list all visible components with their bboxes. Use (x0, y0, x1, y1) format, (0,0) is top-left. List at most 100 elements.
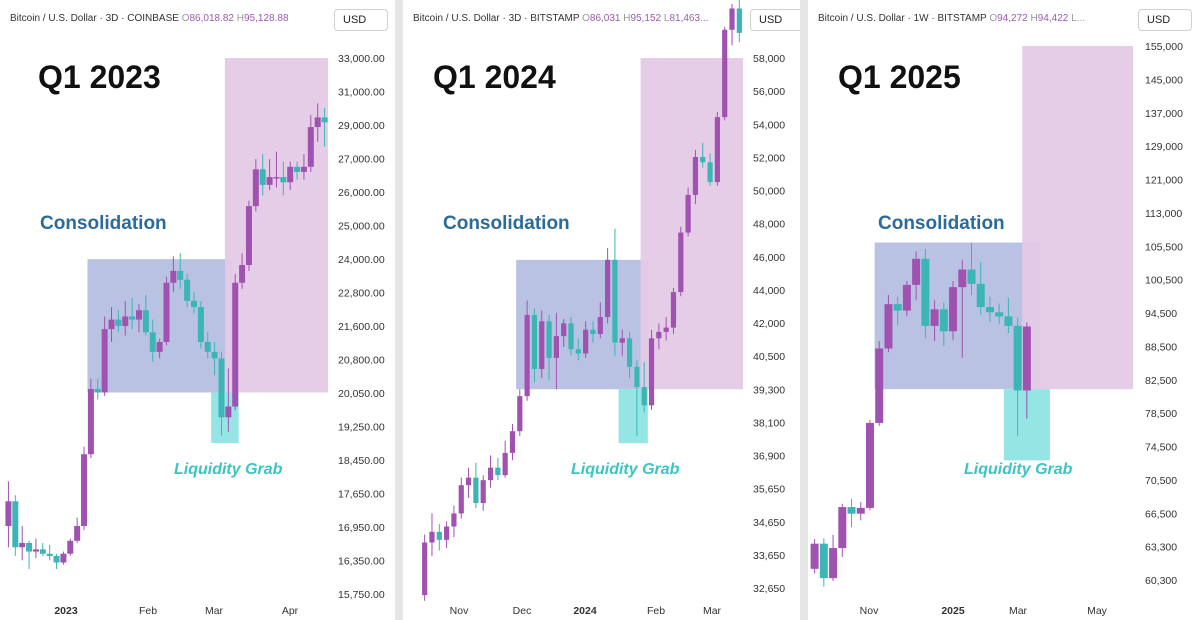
candle (156, 338, 163, 359)
candle (294, 161, 301, 180)
candle (273, 151, 280, 188)
price-tick-label: 48,000 (753, 219, 785, 231)
candle (930, 300, 939, 342)
candle (287, 161, 294, 191)
candle (129, 297, 136, 330)
candle (597, 302, 603, 339)
candle (838, 503, 847, 558)
candle (692, 149, 699, 205)
candle (19, 525, 26, 561)
price-tick-label: 74,500 (1145, 442, 1177, 454)
candle (67, 538, 74, 556)
price-tick-label: 46,000 (753, 252, 785, 264)
candle (707, 153, 713, 186)
candle (656, 323, 662, 350)
price-tick-label: 129,000 (1145, 141, 1183, 153)
candle (480, 475, 486, 511)
candle (307, 115, 314, 172)
candle (921, 248, 930, 338)
price-tick-label: 29,000.00 (338, 120, 385, 132)
candle (1013, 317, 1022, 436)
time-tick-label: 2024 (573, 605, 597, 617)
price-tick-label: 31,000.00 (338, 87, 385, 99)
candle (487, 455, 494, 488)
candle (995, 303, 1004, 325)
time-tick-label: Mar (1009, 605, 1028, 617)
candle (429, 513, 435, 557)
breakout-zone (640, 58, 743, 390)
consolidation-label: Consolidation (878, 213, 1005, 234)
price-tick-label: 33,650 (753, 550, 785, 562)
price-chart: 155,000 145,000 137,000 129,000 121,000 113,0… (810, 41, 1183, 617)
candle (700, 142, 706, 168)
price-tick-label: 63,300 (1145, 542, 1177, 554)
chart-panel-q1-2024: Bitcoin / U.S. Dollar · 3D · BITSTAMP O8… (403, 0, 800, 620)
candle (314, 103, 321, 142)
price-tick-label: 35,650 (753, 484, 785, 496)
candle (245, 200, 252, 271)
price-tick-label: 32,650 (753, 583, 785, 595)
price-tick-label: 24,000.00 (338, 254, 385, 266)
candle (259, 154, 266, 196)
candle (232, 273, 239, 411)
currency-button[interactable]: USD (334, 9, 388, 31)
candle (252, 159, 259, 212)
time-tick-label: Dec (513, 605, 532, 617)
candle (967, 242, 976, 296)
price-tick-label: 60,300 (1145, 575, 1177, 587)
currency-button[interactable]: USD (750, 9, 800, 31)
currency-button[interactable]: USD (1138, 9, 1192, 31)
symbol-label: Bitcoin / U.S. Dollar · 3D · COINBASE (10, 13, 179, 24)
candle (300, 154, 307, 180)
price-tick-label: 17,650.00 (338, 489, 385, 501)
candle (605, 248, 611, 324)
high-value: 95,152 (630, 13, 662, 24)
open-value: 94,272 (997, 13, 1028, 24)
consolidation-zone (874, 242, 1041, 390)
price-tick-label: 94,500 (1145, 308, 1177, 320)
candle (714, 112, 720, 186)
candle (473, 462, 479, 509)
chart-panel-q1-2023: Bitcoin / U.S. Dollar · 3D · COINBASE O8… (0, 0, 395, 620)
liquidity-grab-label: Liquidity Grab (964, 461, 1073, 478)
time-tick-label: 2023 (54, 605, 78, 617)
price-tick-label: 33,000.00 (338, 53, 385, 65)
candle (1022, 322, 1031, 419)
price-tick-label: 16,950.00 (338, 522, 385, 534)
price-tick-label: 145,000 (1145, 74, 1183, 86)
price-tick-label: 54,000 (753, 119, 785, 131)
price-tick-label: 40,500 (753, 351, 785, 363)
candle (663, 317, 669, 341)
price-tick-label: 155,000 (1145, 41, 1183, 53)
price-tick-label: 58,000 (753, 53, 785, 65)
candle (517, 389, 523, 436)
time-tick-label: Apr (282, 605, 299, 617)
breakout-zone (1022, 46, 1133, 390)
low-label: L (663, 13, 670, 24)
candle (149, 319, 156, 362)
candle (648, 329, 655, 410)
candle (865, 420, 874, 511)
open-label: O (989, 13, 998, 24)
candle (575, 338, 581, 361)
price-tick-label: 20,800.00 (338, 355, 385, 367)
candle (184, 273, 191, 308)
candle (170, 256, 177, 292)
candle (60, 551, 67, 565)
candle (884, 295, 893, 353)
candle (912, 251, 921, 301)
high-value: 95,128.88 (244, 13, 289, 24)
panel-header: Bitcoin / U.S. Dollar · 1W · BITSTAMP O9… (818, 13, 1085, 24)
time-tick-label: Mar (703, 605, 722, 617)
candle (108, 307, 115, 343)
candle (163, 276, 170, 346)
high-value: 94,422 (1037, 13, 1069, 24)
symbol-label: Bitcoin / U.S. Dollar · 1W · BITSTAMP (818, 13, 987, 24)
price-tick-label: 38,100 (753, 417, 785, 429)
breakout-zone (224, 58, 328, 393)
candle (136, 304, 143, 333)
candle (736, 0, 742, 43)
candle (53, 553, 60, 570)
candle (26, 540, 33, 570)
price-tick-label: 78,500 (1145, 408, 1177, 420)
